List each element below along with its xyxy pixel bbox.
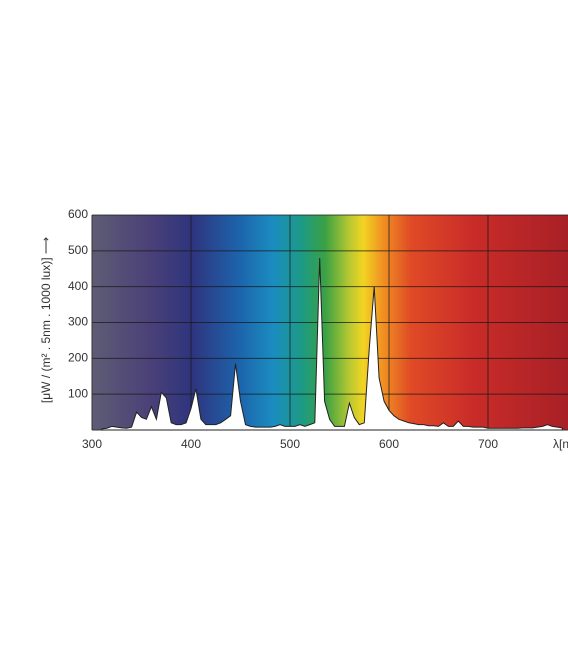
x-tick-label: 500: [280, 437, 300, 451]
x-tick-label: 600: [379, 437, 399, 451]
x-tick-label: 400: [181, 437, 201, 451]
y-tick-label: 200: [68, 351, 88, 365]
spectrum-area: [101, 257, 563, 431]
y-tick-label: 500: [68, 243, 88, 257]
y-tick-label: 300: [68, 315, 88, 329]
x-axis-label: λ[nm]: [553, 437, 568, 451]
y-tick-label: 400: [68, 279, 88, 293]
x-tick-label: 700: [478, 437, 498, 451]
y-tick-label: 100: [68, 386, 88, 400]
y-tick-label: 600: [68, 207, 88, 221]
y-axis-label: [μW / (m² . 5nm . 1000 lux)] ⟶: [39, 237, 53, 403]
x-tick-label: 300: [82, 437, 102, 451]
